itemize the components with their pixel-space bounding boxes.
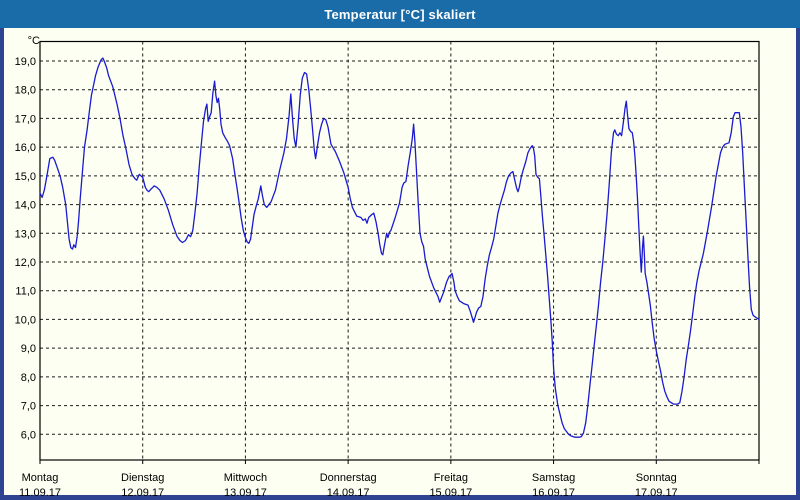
- day-name-label: Montag: [22, 472, 59, 484]
- y-tick-label: 17,0: [15, 113, 36, 125]
- y-tick-label: 10,0: [15, 314, 36, 326]
- y-tick-label: 18,0: [15, 85, 36, 97]
- plot-border: [39, 40, 760, 461]
- day-name-label: Donnerstag: [320, 472, 377, 484]
- y-tick-label: 8,0: [21, 372, 36, 384]
- x-axis-ticks: [39, 460, 760, 464]
- day-date-label: 14.09.17: [327, 487, 370, 499]
- day-date-label: 15.09.17: [429, 487, 472, 499]
- plot-background: [4, 28, 796, 495]
- y-tick-label: 16,0: [15, 142, 36, 154]
- y-tick-label: 9,0: [21, 343, 36, 355]
- day-date-label: 11.09.17: [19, 487, 61, 499]
- day-date-label: 13.09.17: [224, 487, 267, 499]
- y-axis-tick-labels: 19,0 18,0 17,0 16,0 15,0 14,0 13,0 12,0 11,0 10,0…: [15, 56, 36, 441]
- y-tick-label: 12,0: [15, 257, 36, 269]
- y-tick-label: 15,0: [15, 171, 36, 183]
- gridlines: [40, 41, 759, 460]
- day-name-label: Dienstag: [121, 472, 164, 484]
- y-tick-label: 14,0: [15, 200, 36, 212]
- y-tick-label: 6,0: [21, 429, 36, 441]
- y-tick-label: 11,0: [15, 286, 36, 298]
- day-name-label: Freitag: [434, 472, 468, 484]
- y-tick-label: 13,0: [15, 228, 36, 240]
- x-axis-day-labels: Montag 11.09.17 Dienstag 12.09.17 Mittwoch 13…: [19, 472, 678, 499]
- day-name-label: Mittwoch: [224, 472, 267, 484]
- day-name-label: Sonntag: [636, 472, 677, 484]
- window-title: Temperatur [°C] skaliert: [324, 6, 476, 22]
- title-bar: Temperatur [°C] skaliert: [0, 0, 800, 28]
- y-tick-label: 7,0: [21, 401, 36, 413]
- day-date-label: 17.09.17: [635, 487, 678, 499]
- y-tick-label: 19,0: [15, 56, 36, 68]
- y-axis-unit-label: °C: [27, 35, 40, 47]
- day-date-label: 16.09.17: [532, 487, 575, 499]
- temperature-line: [39, 57, 760, 438]
- day-name-label: Samstag: [532, 472, 575, 484]
- day-date-label: 12.09.17: [121, 487, 164, 499]
